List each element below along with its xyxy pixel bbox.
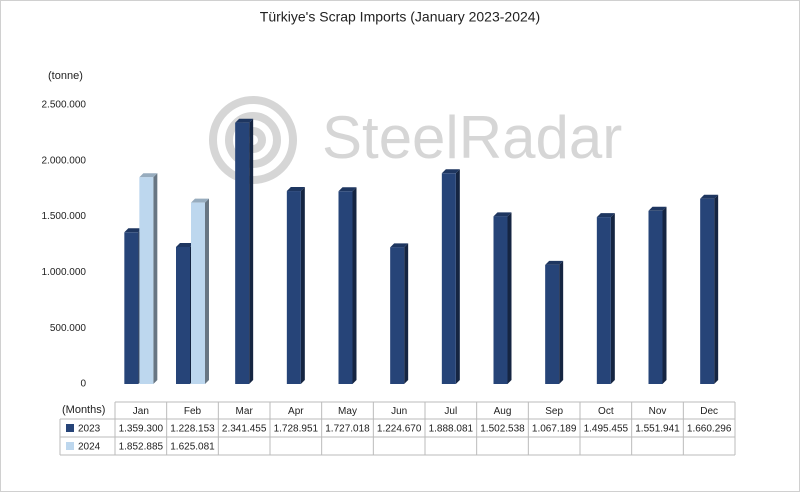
- table-value: 1.852.885: [119, 442, 164, 453]
- x-tick-label: May: [338, 406, 357, 417]
- bar-side: [714, 194, 719, 384]
- legend-label: 2024: [78, 442, 101, 453]
- bar-top: [286, 187, 305, 192]
- x-axis-label: (Months): [62, 404, 105, 416]
- y-tick-label: 0: [80, 379, 86, 390]
- x-tick-label: Apr: [288, 406, 304, 417]
- bar-top: [648, 206, 667, 211]
- bar-side: [559, 260, 564, 384]
- bar-top: [390, 243, 409, 248]
- bar: [545, 264, 560, 384]
- table-value: 1.551.941: [635, 424, 680, 435]
- bar: [191, 202, 205, 384]
- bar-top: [124, 228, 143, 233]
- bar: [596, 217, 611, 384]
- table-value: 2.341.455: [222, 424, 267, 435]
- table-value: 1.224.670: [377, 424, 422, 435]
- bar: [390, 247, 405, 384]
- legend-label: 2023: [78, 424, 101, 435]
- bar-top: [441, 169, 460, 174]
- table-value: 1.228.153: [170, 424, 215, 435]
- bar-top: [545, 260, 564, 265]
- bar-side: [507, 212, 512, 384]
- bar: [176, 246, 190, 384]
- table-value: 1.888.081: [429, 424, 474, 435]
- bar-side: [352, 187, 357, 384]
- bar-top: [493, 212, 512, 217]
- bar-side: [610, 213, 615, 384]
- bar-side: [404, 243, 409, 384]
- bar-top: [700, 194, 719, 199]
- bar: [235, 122, 250, 385]
- x-tick-label: Jun: [391, 406, 407, 417]
- table-value: 1.660.296: [687, 424, 732, 435]
- y-tick-label: 2.500.000: [42, 100, 87, 111]
- table-value: 1.727.018: [325, 424, 370, 435]
- legend-swatch: [66, 442, 74, 450]
- y-tick-label: 2.000.000: [42, 155, 87, 166]
- y-axis-label: (tonne): [48, 70, 83, 82]
- x-tick-label: Nov: [649, 406, 667, 417]
- bar: [286, 191, 301, 384]
- table-value: 1.495.455: [584, 424, 629, 435]
- bar-side: [205, 198, 209, 384]
- table-value: 1.625.081: [170, 442, 215, 453]
- bar: [493, 216, 508, 384]
- y-tick-label: 500.000: [50, 323, 87, 334]
- bar-top: [596, 213, 615, 218]
- y-tick-label: 1.500.000: [42, 211, 87, 222]
- x-tick-label: Mar: [236, 406, 254, 417]
- bar-side: [300, 187, 305, 384]
- bar-side: [249, 118, 254, 385]
- x-tick-label: Oct: [598, 406, 614, 417]
- bar-side: [662, 206, 667, 384]
- x-tick-label: Dec: [700, 406, 718, 417]
- y-tick-label: 1.000.000: [42, 267, 87, 278]
- bar: [139, 177, 154, 384]
- x-tick-label: Feb: [184, 406, 202, 417]
- x-tick-label: Jul: [444, 406, 457, 417]
- watermark: SteelRadar: [322, 104, 622, 171]
- bar-top: [191, 198, 209, 203]
- x-tick-label: Aug: [494, 406, 512, 417]
- table-value: 1.359.300: [119, 424, 164, 435]
- bar-top: [176, 242, 194, 247]
- bar: [648, 210, 663, 384]
- bar-top: [338, 187, 357, 192]
- table-value: 1.067.189: [532, 424, 577, 435]
- table-value: 1.502.538: [480, 424, 525, 435]
- x-tick-label: Sep: [545, 406, 563, 417]
- bar: [441, 173, 456, 384]
- legend-swatch: [66, 424, 74, 432]
- bar-top: [235, 118, 254, 123]
- bar: [700, 198, 715, 384]
- bar: [338, 191, 353, 384]
- table-value: 1.728.951: [274, 424, 319, 435]
- chart-title: Türkiye's Scrap Imports (January 2023-20…: [260, 9, 540, 25]
- bar: [124, 232, 139, 384]
- bar-top: [139, 173, 158, 178]
- bar-side: [455, 169, 460, 384]
- x-tick-label: Jan: [133, 406, 149, 417]
- bar-side: [153, 173, 158, 384]
